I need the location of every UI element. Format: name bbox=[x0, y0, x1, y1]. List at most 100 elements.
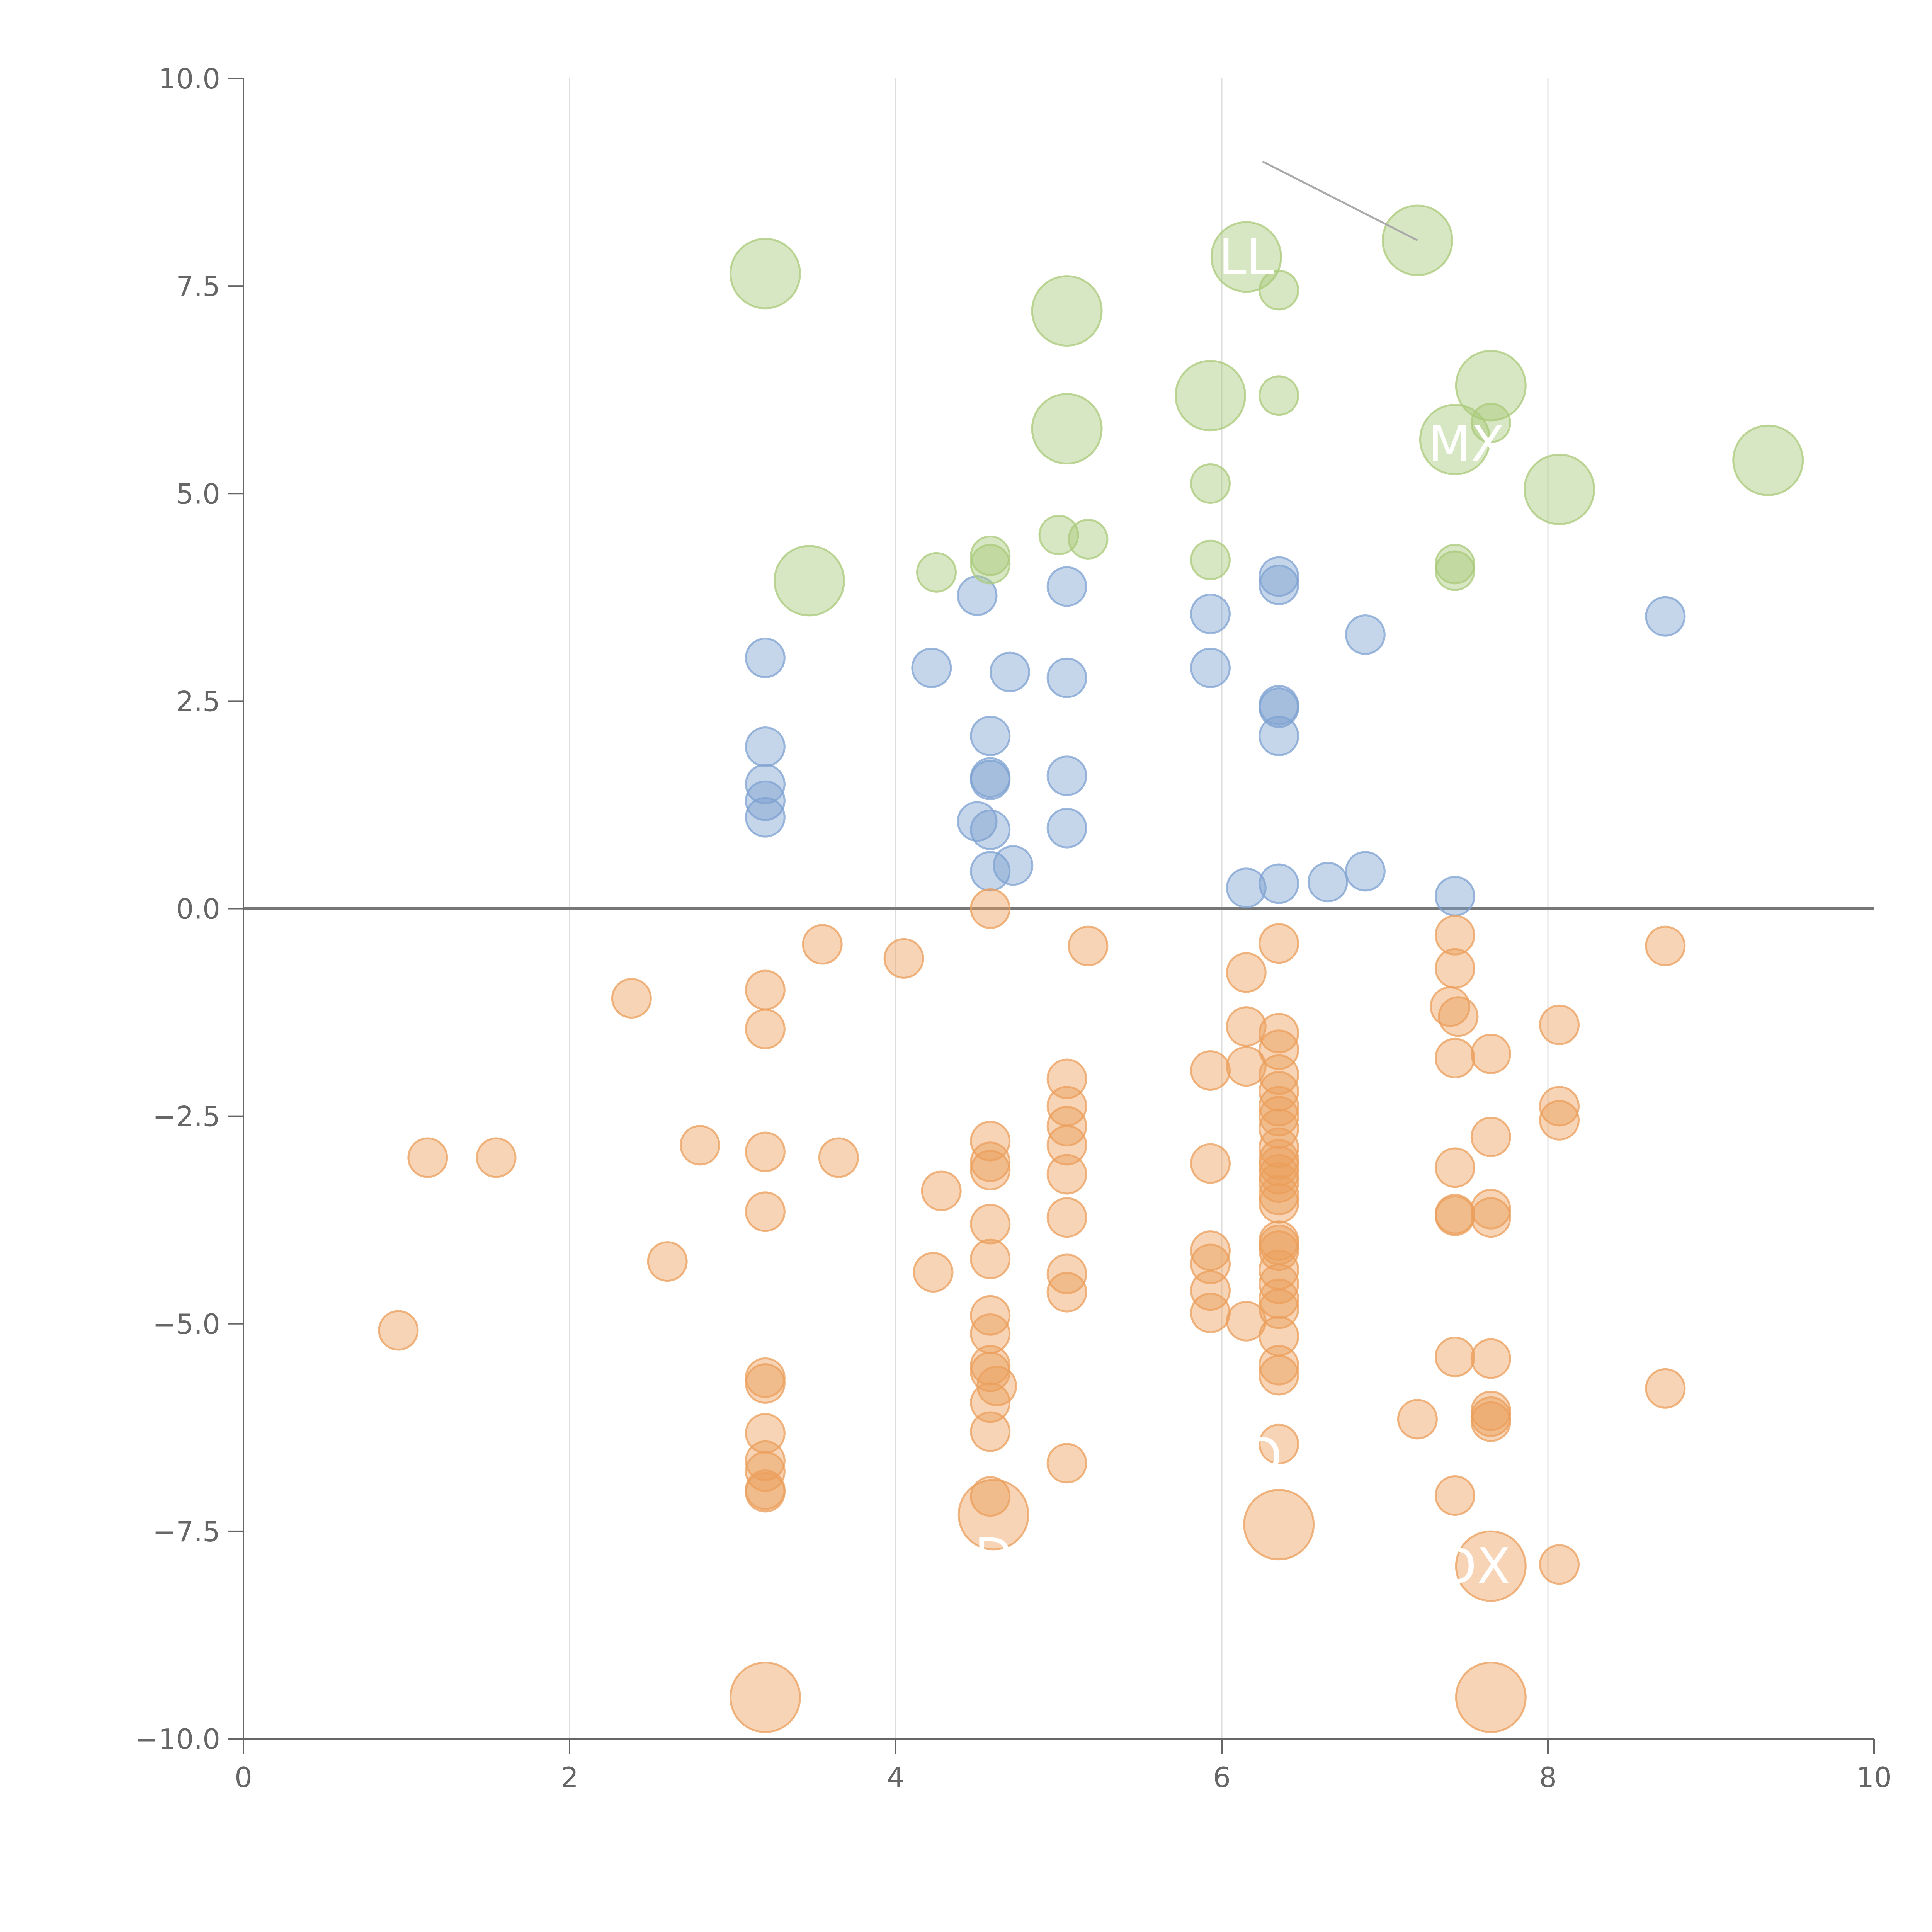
orange-point bbox=[1455, 1662, 1527, 1733]
orange-point bbox=[1434, 915, 1475, 956]
orange-point bbox=[970, 1141, 1011, 1182]
orange-point bbox=[1259, 1355, 1299, 1396]
blue-point bbox=[1259, 556, 1299, 597]
y-tick-label: 10.0 bbox=[158, 63, 220, 95]
green-point bbox=[1470, 403, 1511, 444]
orange-point bbox=[1470, 1116, 1511, 1157]
orange-point bbox=[1068, 925, 1109, 966]
orange-point bbox=[1259, 1096, 1299, 1137]
orange-point bbox=[970, 1295, 1011, 1336]
orange-point bbox=[1190, 1230, 1231, 1271]
orange-point bbox=[1470, 1401, 1511, 1442]
orange-point bbox=[883, 938, 924, 979]
green-point bbox=[1259, 270, 1299, 311]
orange-point bbox=[1434, 1147, 1475, 1188]
orange-point bbox=[913, 1252, 954, 1293]
orange-point bbox=[1455, 1530, 1527, 1602]
blue-point bbox=[911, 647, 952, 688]
orange-point bbox=[1259, 1146, 1299, 1187]
green-point bbox=[1210, 221, 1282, 293]
x-tick-label: 10 bbox=[1856, 1761, 1892, 1794]
orange-point bbox=[970, 1150, 1011, 1190]
green-point bbox=[1434, 550, 1475, 591]
orange-point bbox=[1259, 1029, 1299, 1070]
orange-point bbox=[1539, 1544, 1580, 1585]
orange-point bbox=[1645, 1368, 1686, 1409]
orange-point bbox=[1259, 1013, 1299, 1054]
orange-point bbox=[1259, 1264, 1299, 1304]
orange-point bbox=[1645, 925, 1686, 966]
green-point bbox=[1038, 515, 1079, 556]
blue-point bbox=[1226, 867, 1267, 908]
green-point bbox=[1732, 424, 1804, 496]
orange-point bbox=[745, 1191, 786, 1232]
orange-point bbox=[745, 1131, 786, 1172]
orange-point bbox=[1226, 1046, 1267, 1087]
orange-point bbox=[378, 1310, 419, 1351]
orange-point bbox=[1259, 1175, 1299, 1216]
blue-point bbox=[1645, 596, 1686, 637]
data-points bbox=[378, 204, 1804, 1733]
blue-point bbox=[1434, 876, 1475, 917]
blue-point bbox=[745, 780, 786, 821]
orange-point bbox=[1190, 1050, 1231, 1091]
orange-point bbox=[1259, 1278, 1299, 1319]
orange-point bbox=[745, 1363, 786, 1404]
orange-point bbox=[970, 1382, 1011, 1423]
point-label: MX bbox=[1428, 415, 1505, 473]
point-labels: LL MX DX O D bbox=[975, 160, 1510, 1595]
x-tick-label: 6 bbox=[1213, 1761, 1231, 1794]
axes: 0 2 4 6 8 10 −10.0 −7.5 −5.0 −2.5 0.0 2.5 5.0 7.5 10.0 bbox=[135, 63, 1891, 1794]
blue-point bbox=[970, 809, 1011, 850]
orange-point bbox=[1259, 1154, 1299, 1195]
blue-point bbox=[1046, 755, 1087, 796]
orange-point bbox=[1470, 1197, 1511, 1238]
orange-point bbox=[1259, 1071, 1299, 1112]
orange-point bbox=[611, 978, 652, 1019]
orange-point bbox=[1470, 1033, 1511, 1074]
green-point bbox=[916, 552, 957, 593]
orange-point bbox=[970, 1204, 1011, 1245]
orange-point bbox=[976, 1366, 1017, 1406]
orange-point bbox=[1259, 1345, 1299, 1386]
orange-point bbox=[970, 1238, 1011, 1279]
y-tick-label: −5.0 bbox=[153, 1308, 220, 1340]
blue-point bbox=[1046, 566, 1087, 607]
orange-point bbox=[1190, 1143, 1231, 1184]
green-point bbox=[1190, 463, 1231, 504]
orange-point bbox=[1438, 996, 1479, 1037]
orange-point bbox=[745, 969, 786, 1010]
green-point bbox=[1524, 454, 1595, 526]
blue-point bbox=[745, 764, 786, 804]
blue-point bbox=[970, 851, 1011, 892]
orange-point bbox=[818, 1137, 859, 1178]
green-point bbox=[1455, 350, 1527, 422]
point-label: LL bbox=[1219, 229, 1274, 286]
orange-point bbox=[745, 1451, 786, 1492]
blue-point bbox=[957, 575, 998, 616]
orange-point bbox=[921, 1170, 962, 1211]
orange-point bbox=[1046, 1125, 1087, 1166]
blue-point bbox=[957, 801, 998, 842]
orange-point bbox=[1046, 1443, 1087, 1484]
blue-point bbox=[970, 716, 1011, 757]
blue-point bbox=[1259, 863, 1299, 904]
orange-point bbox=[1190, 1293, 1231, 1333]
blue-point bbox=[1345, 851, 1386, 892]
orange-point bbox=[1190, 1270, 1231, 1311]
orange-point bbox=[1259, 1086, 1299, 1127]
orange-point bbox=[970, 888, 1011, 929]
blue-point bbox=[745, 726, 786, 767]
green-point bbox=[970, 535, 1011, 576]
orange-point bbox=[1259, 1054, 1299, 1095]
blue-point bbox=[1259, 687, 1299, 728]
orange-point bbox=[729, 1662, 801, 1733]
orange-point bbox=[1434, 1337, 1475, 1378]
orange-point bbox=[407, 1137, 448, 1178]
blue-point bbox=[1190, 594, 1231, 634]
green-point bbox=[773, 545, 845, 617]
orange-point bbox=[745, 1440, 786, 1481]
orange-point bbox=[1259, 1162, 1299, 1203]
orange-point bbox=[680, 1125, 721, 1166]
blue-point bbox=[745, 797, 786, 838]
